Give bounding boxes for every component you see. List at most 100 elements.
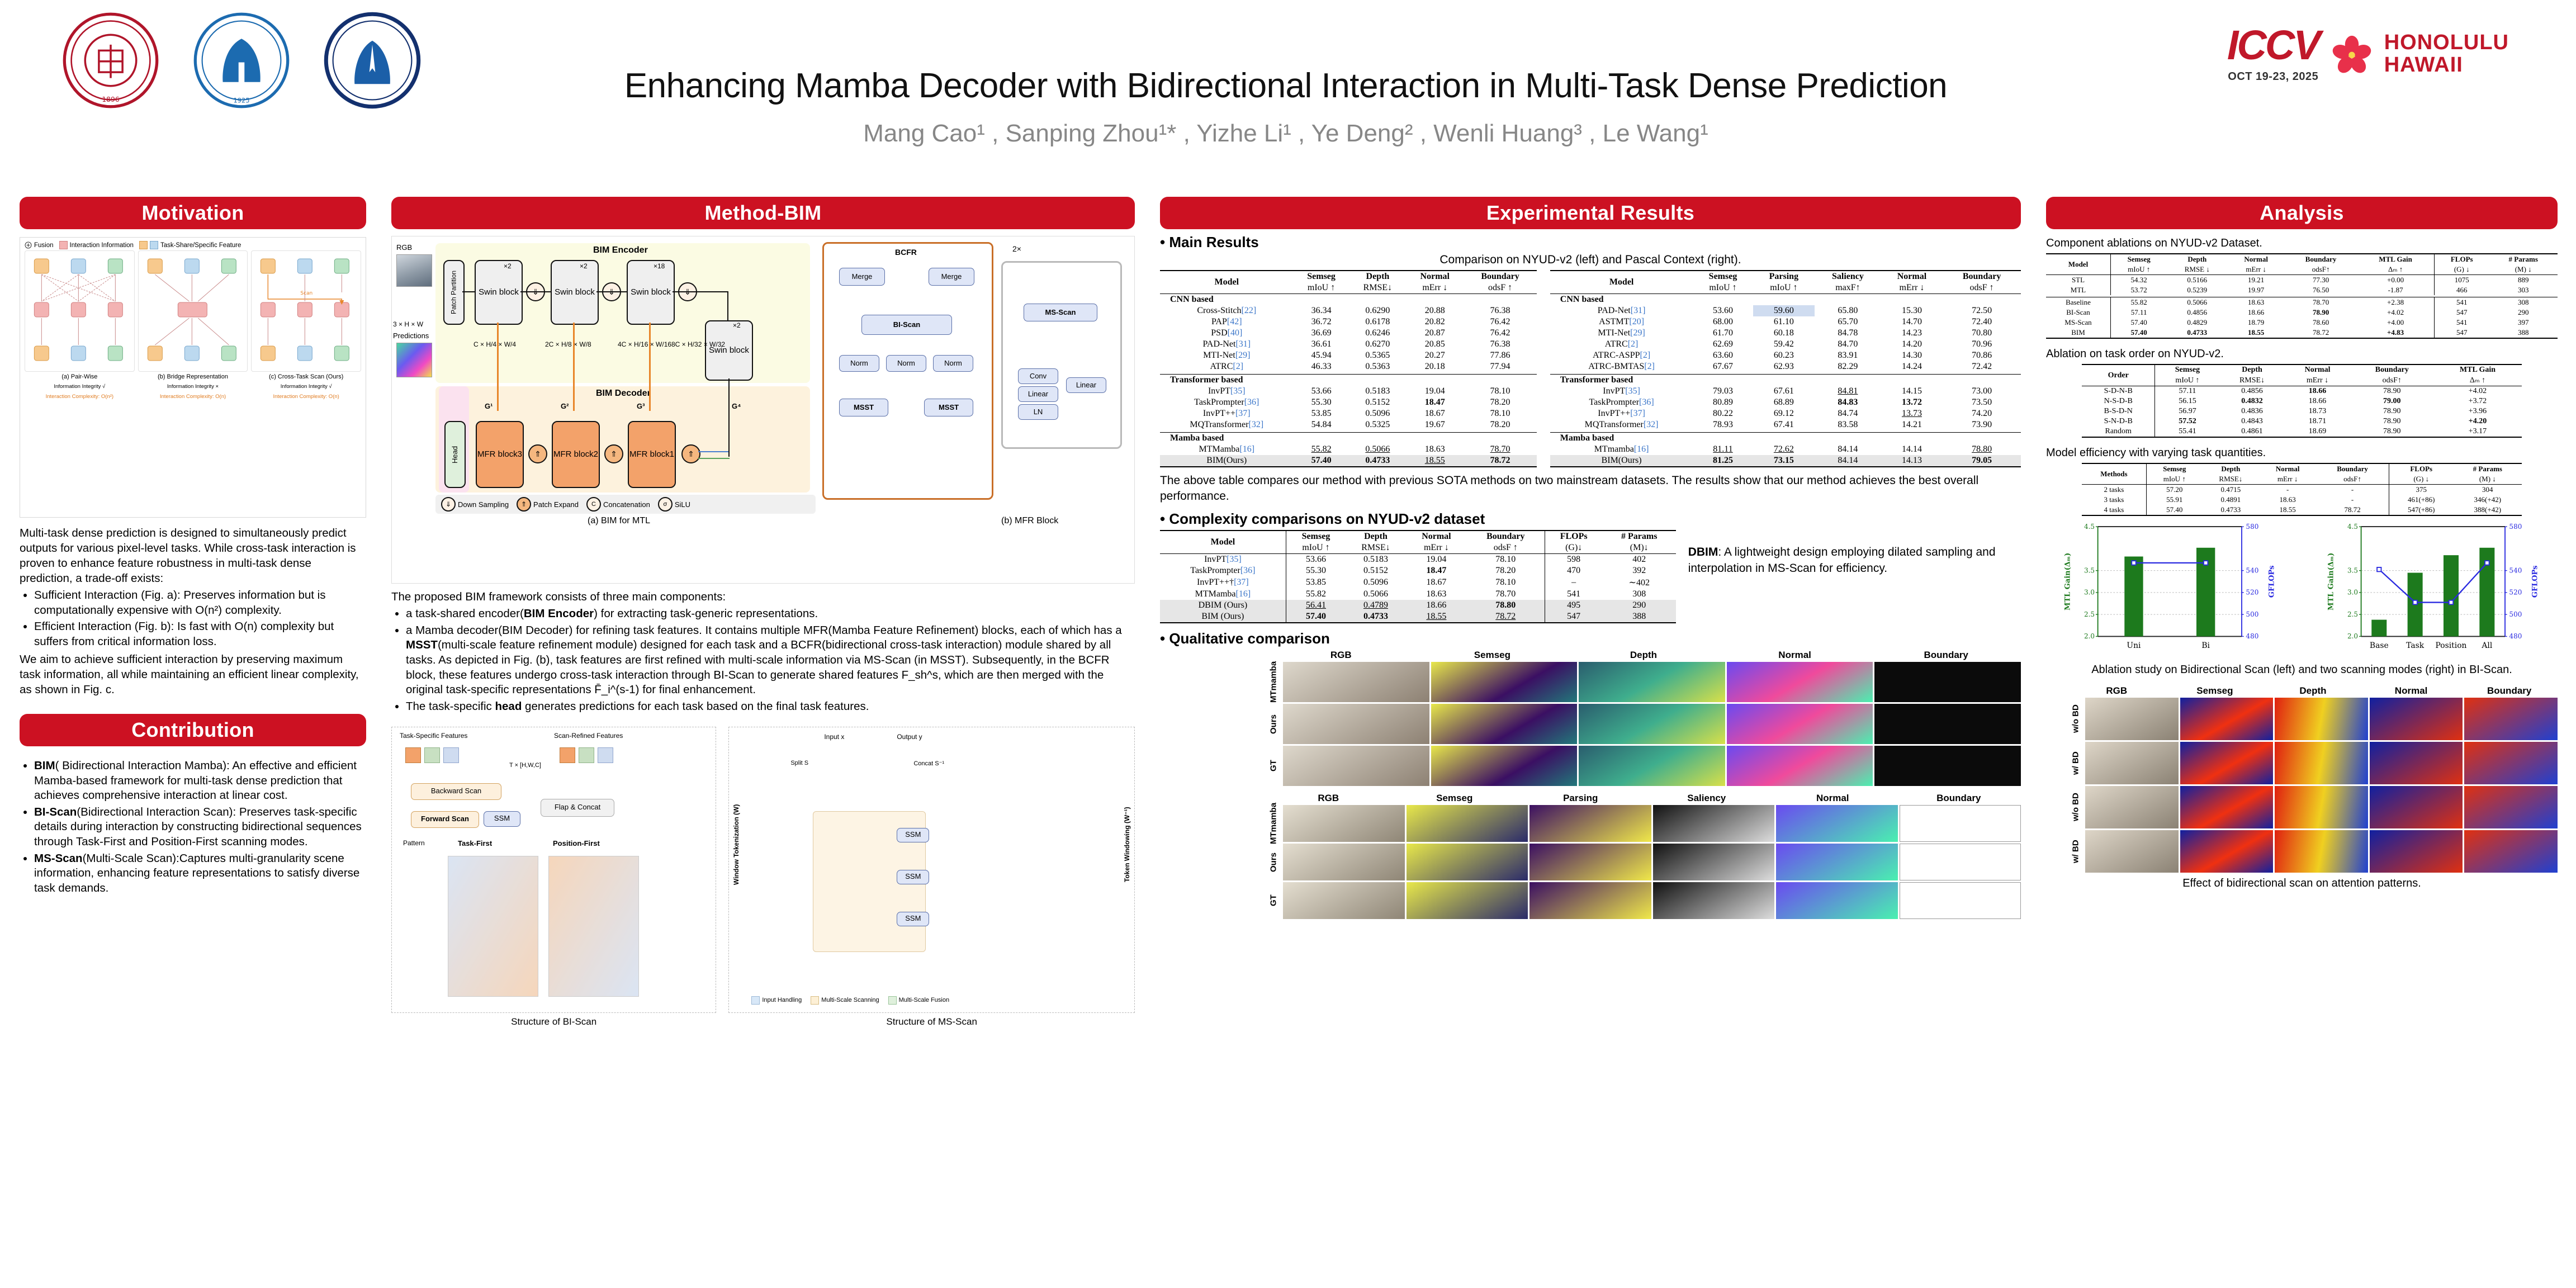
efficiency-title: Model efficiency with varying task quant… xyxy=(2046,447,2266,459)
qual2-column-headers: RGB Semseg Parsing Saliency Normal Boundary xyxy=(1266,793,2021,804)
pascal-table-wrap: Model Semseg Parsing Saliency Normal Boundary… xyxy=(1550,270,2021,467)
mfr-block-3: MFR block3 xyxy=(476,421,524,488)
conference-city-2: HAWAII xyxy=(2384,53,2463,77)
attention-image-grid xyxy=(2085,698,2558,873)
bi-scan-input-features xyxy=(405,747,459,763)
qualitative-figure-2: RGB Semseg Parsing Saliency Normal Boundary M… xyxy=(1266,793,2021,920)
attention-img-r4c5 xyxy=(2464,830,2558,873)
section-header-motivation: Motivation xyxy=(20,197,366,229)
linear-block-1: Linear xyxy=(1018,386,1058,402)
qual1-img-r2c2 xyxy=(1431,704,1578,745)
contribution-bullet-1-bold: BIM xyxy=(34,759,55,772)
panel-a-title: (a) Pair-Wise xyxy=(61,373,98,380)
attention-caption: Effect of bidirectional scan on attentio… xyxy=(2182,877,2421,889)
method-bullet-1-post: ) for extracting task-generic representa… xyxy=(594,607,818,621)
qual2-img-r3c5 xyxy=(1776,882,1898,920)
ablation-charts-caption: Ablation study on Bidirectional Scan (le… xyxy=(2091,664,2512,676)
split-s-label: Split S xyxy=(790,759,809,766)
dbim-note: DBIM: A lightweight design employing dil… xyxy=(1688,530,2021,576)
attention-img-r4c4 xyxy=(2369,830,2463,873)
attention-img-r2c5 xyxy=(2464,742,2558,784)
decoder-title: BIM Decoder xyxy=(596,389,651,398)
down-sampling-icon: ⇓ xyxy=(441,497,456,512)
backward-scan-block: Backward Scan xyxy=(411,783,501,800)
norm-block-3: Norm xyxy=(933,355,973,372)
nyud-results-table: Model Semseg Depth Normal Boundary mIoU ↑ RMSE… xyxy=(1160,270,1537,467)
motivation-panel-a: (a) Pair-Wise Information Integrity √ In… xyxy=(25,250,135,400)
qual2-img-r2c6 xyxy=(1899,844,2021,881)
dim-2: 2C × H/8 × W/8 xyxy=(545,340,591,348)
rgb-label: RGB xyxy=(396,243,413,252)
nyud-table-wrap: Model Semseg Depth Normal Boundary mIoU ↑ RMSE… xyxy=(1160,270,1537,467)
qual1-img-r2c5 xyxy=(1874,704,2021,745)
column-header: Semseg xyxy=(1436,793,1473,804)
column-header: Normal xyxy=(2394,685,2428,696)
column-header: Semseg xyxy=(2196,685,2233,696)
swufe-logo: 1925 xyxy=(192,11,291,110)
head-block: Head xyxy=(444,421,466,488)
panel-b-title: (b) Bridge Representation xyxy=(158,373,228,380)
legend-silu: SiLU xyxy=(674,500,691,509)
g4-label: G⁴ xyxy=(732,402,741,410)
qual1-img-r1c3 xyxy=(1579,662,1725,703)
attention-img-r2c1 xyxy=(2085,742,2179,784)
position-first-cube xyxy=(548,855,639,997)
ms-scan-diagram: Window Tokenization (W) Token Windowing … xyxy=(728,726,1135,1013)
contribution-bullet-2-bold: BI-Scan xyxy=(34,805,77,818)
method-bullet-2: a Mamba decoder(BIM Decoder) for refinin… xyxy=(406,623,1135,698)
svg-text:520: 520 xyxy=(2509,589,2522,596)
swin-block-2-rep: ×2 xyxy=(580,262,588,270)
attention-figure: RGB Semseg Depth Normal Boundary w/o BD w/ BD… xyxy=(2068,685,2558,873)
chart-bidirectional-scan: 2.0 2.5 3.0 3.5 4.5 480 500 520 540 580 Uni Bi MTL G… xyxy=(2046,520,2295,660)
qual1-column-headers: RGB Semseg Depth Normal Boundary xyxy=(1266,650,2021,661)
swin-block-2: Swin block xyxy=(551,260,599,325)
attention-img-r2c3 xyxy=(2275,742,2368,784)
attention-img-r1c4 xyxy=(2369,698,2463,740)
g3-arrow xyxy=(649,323,651,411)
iccv-logo-text: ICCV xyxy=(2227,22,2321,68)
task-share-swatch xyxy=(139,241,148,249)
method-bullet-3-bold: head xyxy=(495,699,522,713)
g1-label: G¹ xyxy=(485,402,493,410)
panel-b-diagram xyxy=(138,250,248,372)
motivation-outro: We aim to achieve sufficient interaction… xyxy=(20,652,359,696)
method-bullet-2-bold: MSST xyxy=(406,638,438,652)
legend-interaction: Interaction Information xyxy=(69,242,134,249)
ablation-charts: 2.0 2.5 3.0 3.5 4.5 480 500 520 540 580 Uni Bi MTL G… xyxy=(2046,520,2558,660)
panel-b-note-1: Information Integrity × xyxy=(167,383,219,390)
contribution-bullet-3-rest: (Multi-Scale Scan):Captures multi-granul… xyxy=(34,851,360,895)
section-header-experiments: Experimental Results xyxy=(1160,197,2021,229)
main-results-title: Main Results xyxy=(1160,234,2021,251)
attention-img-r2c4 xyxy=(2369,742,2463,784)
mfr-block-1: MFR block1 xyxy=(628,421,676,488)
svg-text:540: 540 xyxy=(2246,566,2258,574)
qual2-img-r3c4 xyxy=(1652,882,1774,920)
legend-multi-scale-fusion: Multi-Scale Fusion xyxy=(898,997,950,1004)
method-intro: The proposed BIM framework consists of t… xyxy=(391,590,726,603)
qual1-img-r1c4 xyxy=(1726,662,1873,703)
row-label: Ours xyxy=(1268,714,1278,734)
predictions-label: Predictions xyxy=(393,332,429,340)
svg-text:3.5: 3.5 xyxy=(2347,566,2357,574)
svg-text:3.5: 3.5 xyxy=(2084,566,2095,574)
ms-scan-block: MS-Scan xyxy=(1024,304,1097,321)
panel-a-note-2: Interaction Complexity: O(n²) xyxy=(45,393,114,400)
figure-b-caption: (b) MFR Block xyxy=(1001,516,1059,525)
qual2-img-r1c5 xyxy=(1776,805,1898,842)
ms-scan-border xyxy=(1001,261,1122,449)
qual2-row-labels: MTmamba Ours GT xyxy=(1266,803,1281,919)
flap-concat-block: Flap & Concat xyxy=(541,798,614,817)
ssm-block-3: SSM xyxy=(897,911,930,926)
complexity-table-wrap: Model Semseg Depth Normal Boundary FLOPs # Par… xyxy=(1160,530,1676,623)
ms-scan-caption: Structure of MS-Scan xyxy=(886,1016,977,1027)
component-ablation-table: Model Semseg Depth Normal Boundary MTL Gain FL… xyxy=(2046,253,2558,339)
qual2-img-r2c4 xyxy=(1652,844,1774,881)
svg-text:2.5: 2.5 xyxy=(2347,610,2357,618)
author-list: Mang Cao¹ , Sanping Zhou¹* , Yizhe Li¹ ,… xyxy=(863,120,1708,148)
panel-c-diagram: Scan xyxy=(251,250,362,372)
bi-scan-diagram: Task-Specific Features Scan-Refined Feat… xyxy=(391,726,717,1013)
qual2-img-r1c2 xyxy=(1406,805,1528,842)
dec-wire-vert xyxy=(728,378,730,457)
repeat-2x: 2× xyxy=(1012,244,1021,253)
conference-city-1: HONOLULU xyxy=(2384,30,2509,54)
